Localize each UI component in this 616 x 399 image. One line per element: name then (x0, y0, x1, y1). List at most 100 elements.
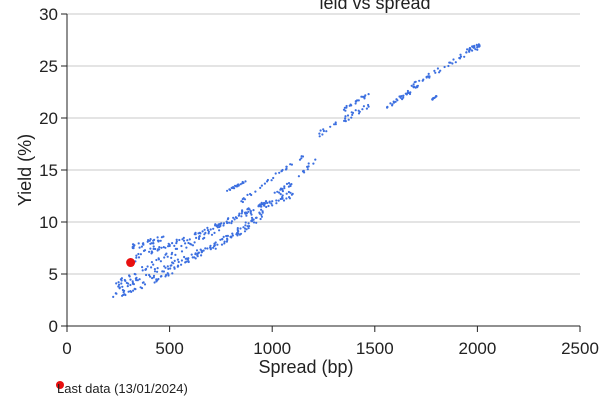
history-point (248, 208, 251, 211)
history-point (344, 119, 347, 122)
history-point (165, 273, 168, 277)
history-point (178, 238, 181, 242)
history-point (160, 246, 163, 249)
history-point (239, 232, 243, 235)
history-point (221, 238, 224, 241)
history-point (213, 231, 216, 234)
history-point (210, 233, 214, 236)
history-point (232, 216, 235, 219)
history-point (118, 283, 121, 286)
history-point (438, 71, 441, 74)
history-point (197, 252, 200, 255)
history-point (452, 58, 455, 61)
history-point (264, 200, 268, 203)
history-point (239, 227, 242, 230)
history-point (246, 193, 249, 196)
history-point (247, 222, 250, 225)
history-point (285, 197, 288, 200)
history-point (357, 112, 361, 115)
history-point (226, 238, 229, 241)
history-point (175, 242, 178, 245)
history-point (152, 276, 155, 279)
history-point (189, 242, 192, 245)
history-point (297, 175, 300, 178)
history-point (121, 285, 124, 288)
history-point (458, 56, 461, 60)
history-point (290, 163, 293, 166)
history-point (278, 171, 281, 174)
history-point (231, 232, 234, 235)
history-point (150, 250, 153, 253)
history-point (367, 93, 370, 96)
history-point (466, 48, 469, 51)
history-point (260, 215, 263, 218)
history-point (344, 117, 347, 120)
history-point (344, 115, 347, 118)
history-point (195, 236, 198, 239)
history-point (141, 269, 144, 272)
history-point (132, 289, 135, 292)
history-point (266, 201, 269, 205)
history-point (156, 270, 159, 273)
x-tick-label-500: 500 (155, 339, 183, 358)
history-point (230, 235, 233, 238)
history-point (164, 266, 167, 269)
history-point (472, 46, 475, 49)
history-point (199, 232, 202, 235)
history-point (153, 268, 156, 271)
history-point (264, 202, 267, 205)
history-point (259, 217, 262, 221)
history-point (360, 95, 363, 98)
history-point (166, 255, 169, 258)
history-point (399, 96, 402, 99)
history-point (212, 227, 215, 230)
history-point (389, 102, 392, 105)
history-point (185, 260, 188, 263)
history-point (345, 104, 348, 108)
history-point (133, 272, 136, 276)
history-point (159, 239, 162, 242)
history-point (218, 229, 221, 232)
history-point (176, 258, 179, 261)
history-point (354, 109, 357, 112)
history-point (200, 251, 203, 254)
history-point (152, 242, 155, 245)
history-point (260, 184, 263, 187)
y-tick-label-30: 30 (39, 5, 58, 24)
history-point (247, 210, 250, 213)
history-point (173, 259, 176, 262)
history-point (222, 235, 225, 238)
history-point (191, 244, 195, 247)
x-tick-label-0: 0 (62, 339, 71, 358)
history-point (183, 255, 186, 259)
history-point (145, 267, 148, 271)
history-point (145, 273, 148, 277)
history-point (120, 279, 123, 282)
history-point (361, 108, 364, 111)
history-point (158, 248, 161, 251)
history-point (301, 155, 305, 158)
history-point (279, 188, 282, 191)
history-point (157, 277, 160, 281)
history-point (300, 157, 303, 160)
history-point (195, 249, 199, 252)
history-point (436, 67, 439, 70)
history-point (175, 238, 178, 241)
history-point (160, 275, 163, 278)
history-point (199, 248, 202, 251)
history-point (162, 235, 165, 238)
history-point (163, 256, 166, 259)
history-point (363, 97, 366, 100)
history-point (148, 239, 151, 242)
history-point (128, 274, 131, 277)
history-point (247, 227, 250, 230)
history-point (174, 247, 177, 250)
history-point (155, 279, 158, 282)
history-point (225, 234, 228, 238)
history-point (281, 168, 284, 172)
history-point (156, 236, 159, 239)
history-point (115, 282, 118, 285)
history-point (285, 167, 288, 170)
history-point (454, 61, 457, 64)
history-point (180, 259, 183, 262)
